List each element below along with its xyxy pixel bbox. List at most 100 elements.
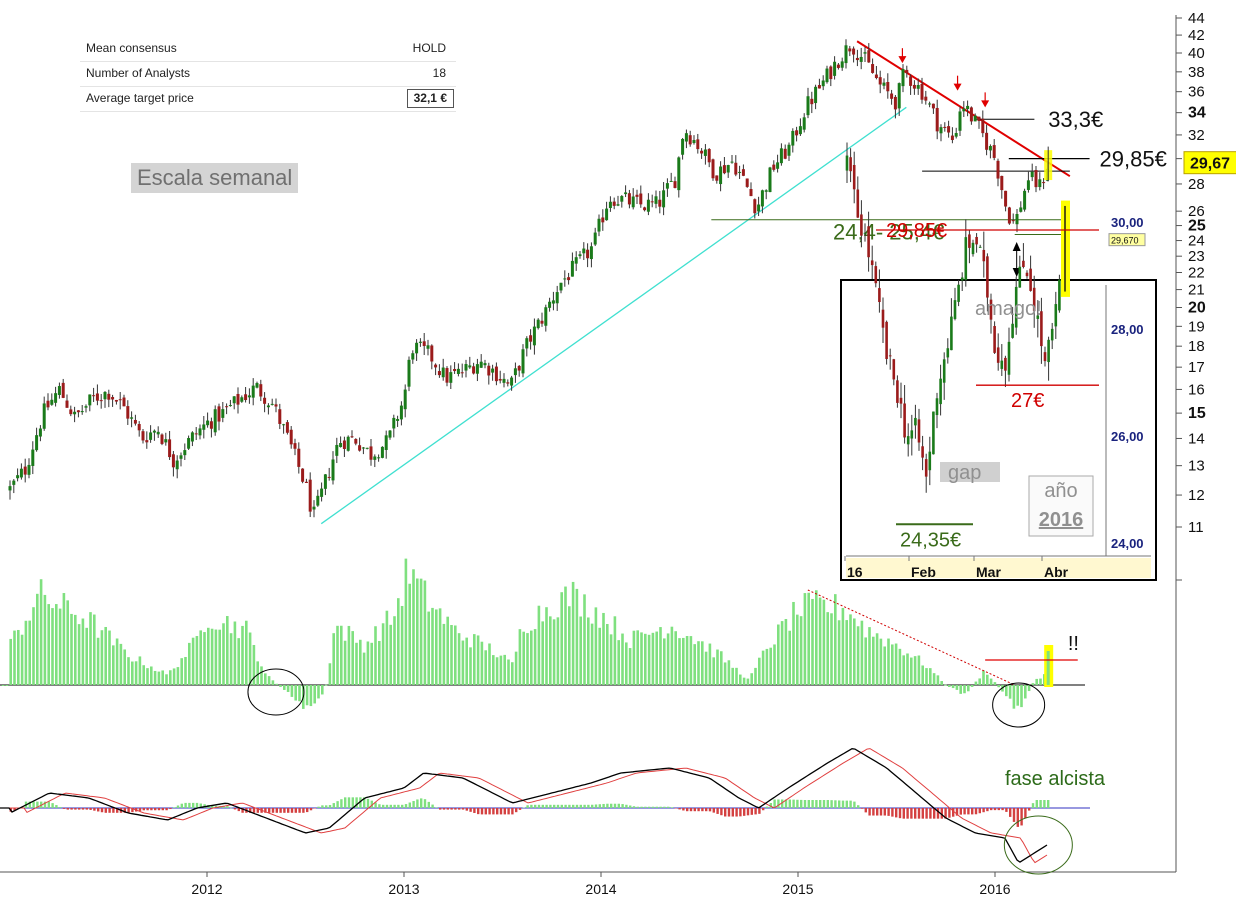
candle-body (217, 406, 221, 422)
candle-body (114, 399, 118, 402)
hist-bar (199, 630, 202, 685)
hist-bar (43, 594, 47, 685)
hist-bar (264, 673, 267, 685)
candle-body (335, 444, 339, 456)
candle (65, 394, 69, 408)
candle (498, 370, 502, 384)
candle (988, 144, 992, 159)
hist-bar (488, 643, 491, 685)
candle (244, 387, 248, 403)
candle-body (802, 117, 806, 130)
macd-hist-bar (974, 808, 978, 815)
hist-bar (115, 638, 119, 685)
macd-hist-bar (876, 808, 879, 816)
candle (171, 451, 175, 477)
connector-arrow-head (1012, 242, 1021, 251)
candle (567, 272, 571, 285)
candle (787, 142, 791, 161)
hist-bar (560, 592, 563, 685)
level-label-2985: 29,85€ (1100, 147, 1167, 172)
candle-body (563, 278, 567, 280)
macd-hist-bar (36, 801, 39, 808)
macd-hist-bar (735, 808, 738, 817)
hist-bar (575, 588, 579, 685)
candle-body (35, 435, 39, 451)
macd-hist-bar (157, 808, 161, 811)
hist-bar (131, 661, 134, 685)
macd-hist-bar (917, 808, 921, 819)
inset-x-tick-label: Abr (1044, 564, 1069, 580)
candle (392, 414, 396, 438)
macd-hist-bar (344, 797, 347, 808)
macd-hist-bar (887, 808, 890, 816)
candle (559, 282, 563, 294)
macd-hist-bar (325, 805, 328, 808)
candle (757, 196, 761, 217)
hist-bar (860, 620, 864, 685)
inset-candle-body (993, 326, 996, 353)
candle (764, 189, 768, 200)
candle (278, 403, 282, 430)
hist-bar (176, 667, 180, 685)
candle-body (893, 96, 897, 110)
candle-body (722, 165, 726, 174)
inset-candle (924, 453, 928, 493)
candle-body (411, 353, 415, 360)
candle (50, 393, 54, 406)
candle-body (665, 183, 669, 189)
inset-candle (1007, 327, 1011, 382)
candle (882, 78, 886, 90)
inset-candle (986, 253, 989, 312)
candle-body (988, 146, 992, 151)
macd-hist-bar (47, 801, 50, 808)
macd-hist-bar (241, 808, 244, 813)
candle (38, 425, 42, 442)
macd-hist-bar (146, 808, 149, 811)
macd-hist-bar (686, 808, 689, 812)
hist-bar (803, 593, 807, 685)
candle (1042, 178, 1046, 190)
candle (259, 379, 263, 402)
macd-hist-bar (583, 804, 586, 808)
macd-hist-bar (632, 806, 636, 808)
hist-bar (929, 668, 932, 685)
hist-bar (834, 594, 837, 685)
inset-candle (1011, 307, 1014, 339)
macd-circle (1003, 815, 1073, 875)
macd-hist-bar (51, 803, 54, 808)
inset-candle (1050, 322, 1054, 350)
inset-candle (928, 436, 932, 486)
candle-body (392, 417, 396, 429)
candle-body (635, 194, 639, 197)
macd-hist-bar (537, 804, 541, 808)
candle (745, 178, 749, 188)
candle-body (559, 282, 563, 291)
y-tick-label: 32 (1188, 127, 1205, 144)
inset-candle-body (978, 246, 982, 248)
candle-body (540, 320, 544, 324)
macd-hist-bar (534, 804, 537, 808)
candle (950, 127, 954, 144)
candle-body (228, 405, 232, 407)
candle-body (950, 135, 954, 141)
macd-hist-bar (173, 807, 176, 808)
candle (681, 137, 685, 160)
hist-bar (655, 631, 658, 685)
hist-bar (359, 639, 362, 685)
macd-hist-bar (290, 808, 294, 813)
inset-candle-body (914, 417, 917, 426)
inset-candle (975, 233, 978, 253)
inset-candle (852, 151, 856, 204)
hist-bar (473, 634, 476, 685)
hist-bar (309, 685, 313, 707)
candle-body (316, 495, 320, 506)
inset-candle (856, 176, 860, 218)
candle (662, 182, 666, 216)
inset-candle (935, 392, 939, 429)
candle (449, 365, 453, 389)
candle (544, 304, 548, 332)
macd-hist-bar (420, 798, 423, 808)
hist-bar (461, 640, 465, 685)
hist-bar (207, 627, 210, 685)
hist-bar (967, 685, 970, 692)
